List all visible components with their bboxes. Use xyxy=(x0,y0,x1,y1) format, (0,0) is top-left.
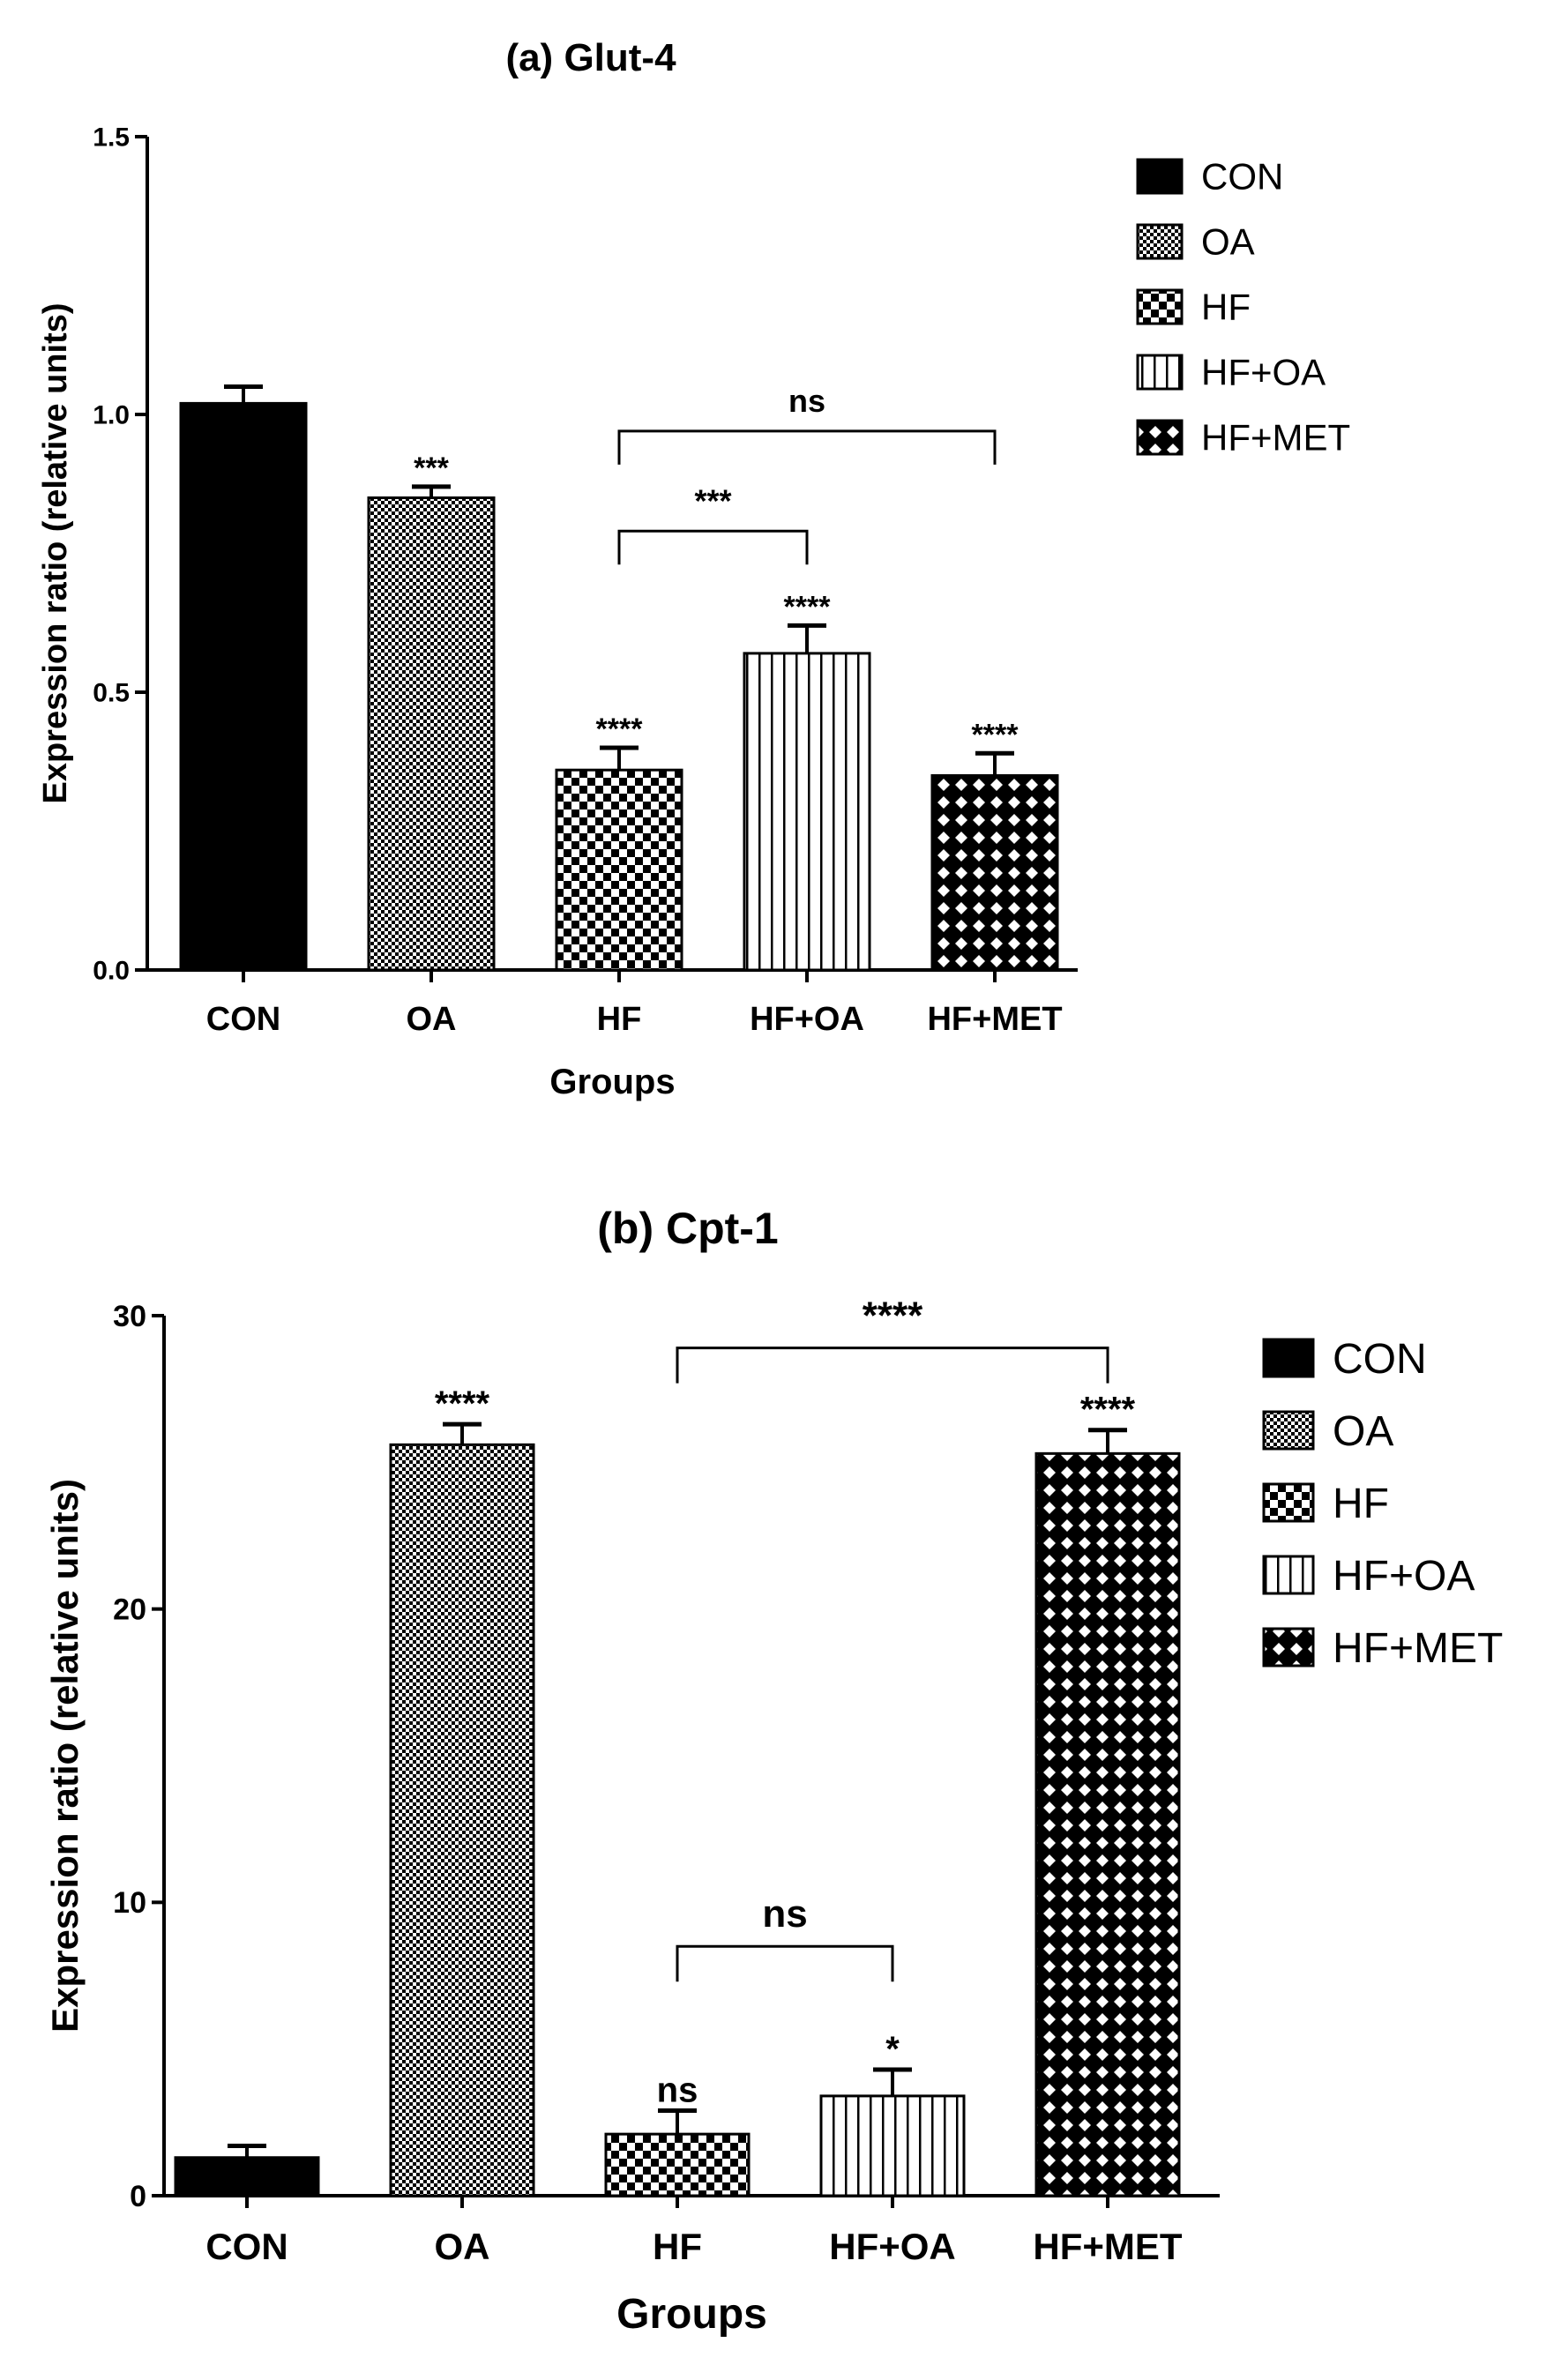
bar-hf-oa xyxy=(819,2094,966,2197)
comparison-label: *** xyxy=(694,482,731,519)
bar-significance-label: **** xyxy=(972,718,1019,751)
x-tick-label: HF+MET xyxy=(1033,2226,1183,2267)
bar-oa xyxy=(389,1443,535,2197)
legend-label: OA xyxy=(1201,221,1255,263)
legend-label: CON xyxy=(1333,1336,1427,1383)
comparison-bracket xyxy=(617,429,997,465)
bar-significance-label: **** xyxy=(784,590,832,623)
bar-hf xyxy=(604,2132,751,2197)
x-axis-label: Groups xyxy=(549,1063,675,1101)
bar-significance-label: ns xyxy=(657,2071,698,2110)
legend-swatch xyxy=(1136,354,1184,391)
y-axis-label: Expression ratio (relative units) xyxy=(44,1479,86,2033)
legend-swatch xyxy=(1136,288,1184,325)
x-tick-label: CON xyxy=(206,1001,280,1038)
y-tick-label: 1.0 xyxy=(93,401,130,430)
bar-significance-label: **** xyxy=(1080,1391,1136,1429)
x-tick-label: OA xyxy=(435,2226,490,2267)
legend-label: HF+OA xyxy=(1201,352,1326,393)
x-tick-label: OA xyxy=(407,1001,457,1038)
legend-swatch xyxy=(1136,223,1184,260)
bar-hf-met xyxy=(930,774,1059,972)
x-axis-label: Groups xyxy=(616,2291,767,2338)
bar-hf-met xyxy=(1034,1451,1181,2197)
glut4-chart: (a) Glut-4 0.0 0.5 1.0 1.5 Expression ratio (… xyxy=(37,36,1350,1101)
x-tick-label: HF xyxy=(597,1001,642,1038)
x-tick-label: HF+OA xyxy=(750,1001,864,1038)
y-tick-label: 30 xyxy=(113,1300,146,1333)
legend-label: HF+MET xyxy=(1333,1625,1503,1672)
bar-significance-label: *** xyxy=(414,451,449,485)
x-tick-label: CON xyxy=(205,2226,288,2267)
bar-hf xyxy=(555,768,683,972)
y-tick-label: 10 xyxy=(113,1886,146,1920)
comparison-label: **** xyxy=(863,1294,923,1338)
x-tick-label: HF+MET xyxy=(927,1001,1062,1038)
bar-significance-label: **** xyxy=(435,1384,490,1423)
chart-title: (a) Glut-4 xyxy=(505,36,676,79)
bar-con xyxy=(179,401,308,972)
y-tick-label: 20 xyxy=(113,1593,146,1627)
chart-title: (b) Cpt-1 xyxy=(597,1204,779,1253)
y-axis-label: Expression ratio (relative units) xyxy=(37,302,74,803)
legend-swatch xyxy=(1262,1482,1315,1523)
bar-significance-label: **** xyxy=(596,713,644,746)
legend-swatch xyxy=(1136,419,1184,456)
comparison-bracket xyxy=(676,1944,894,1982)
x-tick-label: HF xyxy=(653,2226,702,2267)
comparison-label: ns xyxy=(762,1892,807,1936)
comparison-label: ns xyxy=(788,383,825,419)
legend-swatch xyxy=(1262,1338,1315,1378)
y-tick-label: 0.5 xyxy=(93,679,130,708)
y-tick-label: 0.0 xyxy=(93,957,130,986)
comparison-bracket xyxy=(676,1347,1109,1384)
bar-significance-label: * xyxy=(885,2030,900,2069)
bar-con xyxy=(174,2156,320,2197)
comparison-bracket xyxy=(617,529,809,565)
x-tick-label: HF+OA xyxy=(829,2226,956,2267)
bar-oa xyxy=(367,496,496,972)
legend-label: HF xyxy=(1201,287,1251,328)
legend-label: HF+MET xyxy=(1201,417,1350,459)
cpt1-chart: (b) Cpt-1 0 10 20 30 Expression ratio (relati… xyxy=(44,1204,1503,2338)
legend-label: CON xyxy=(1201,156,1283,198)
legend-label: HF xyxy=(1333,1481,1389,1527)
legend-swatch xyxy=(1262,1410,1315,1451)
legend-label: HF+OA xyxy=(1333,1553,1475,1600)
legend-swatch xyxy=(1262,1555,1315,1595)
legend-swatch xyxy=(1136,158,1184,195)
y-tick-label: 1.5 xyxy=(93,123,130,153)
legend-swatch xyxy=(1262,1627,1315,1667)
bar-hf-oa xyxy=(743,652,871,972)
legend-label: OA xyxy=(1333,1408,1393,1455)
y-tick-label: 0 xyxy=(130,2180,146,2213)
